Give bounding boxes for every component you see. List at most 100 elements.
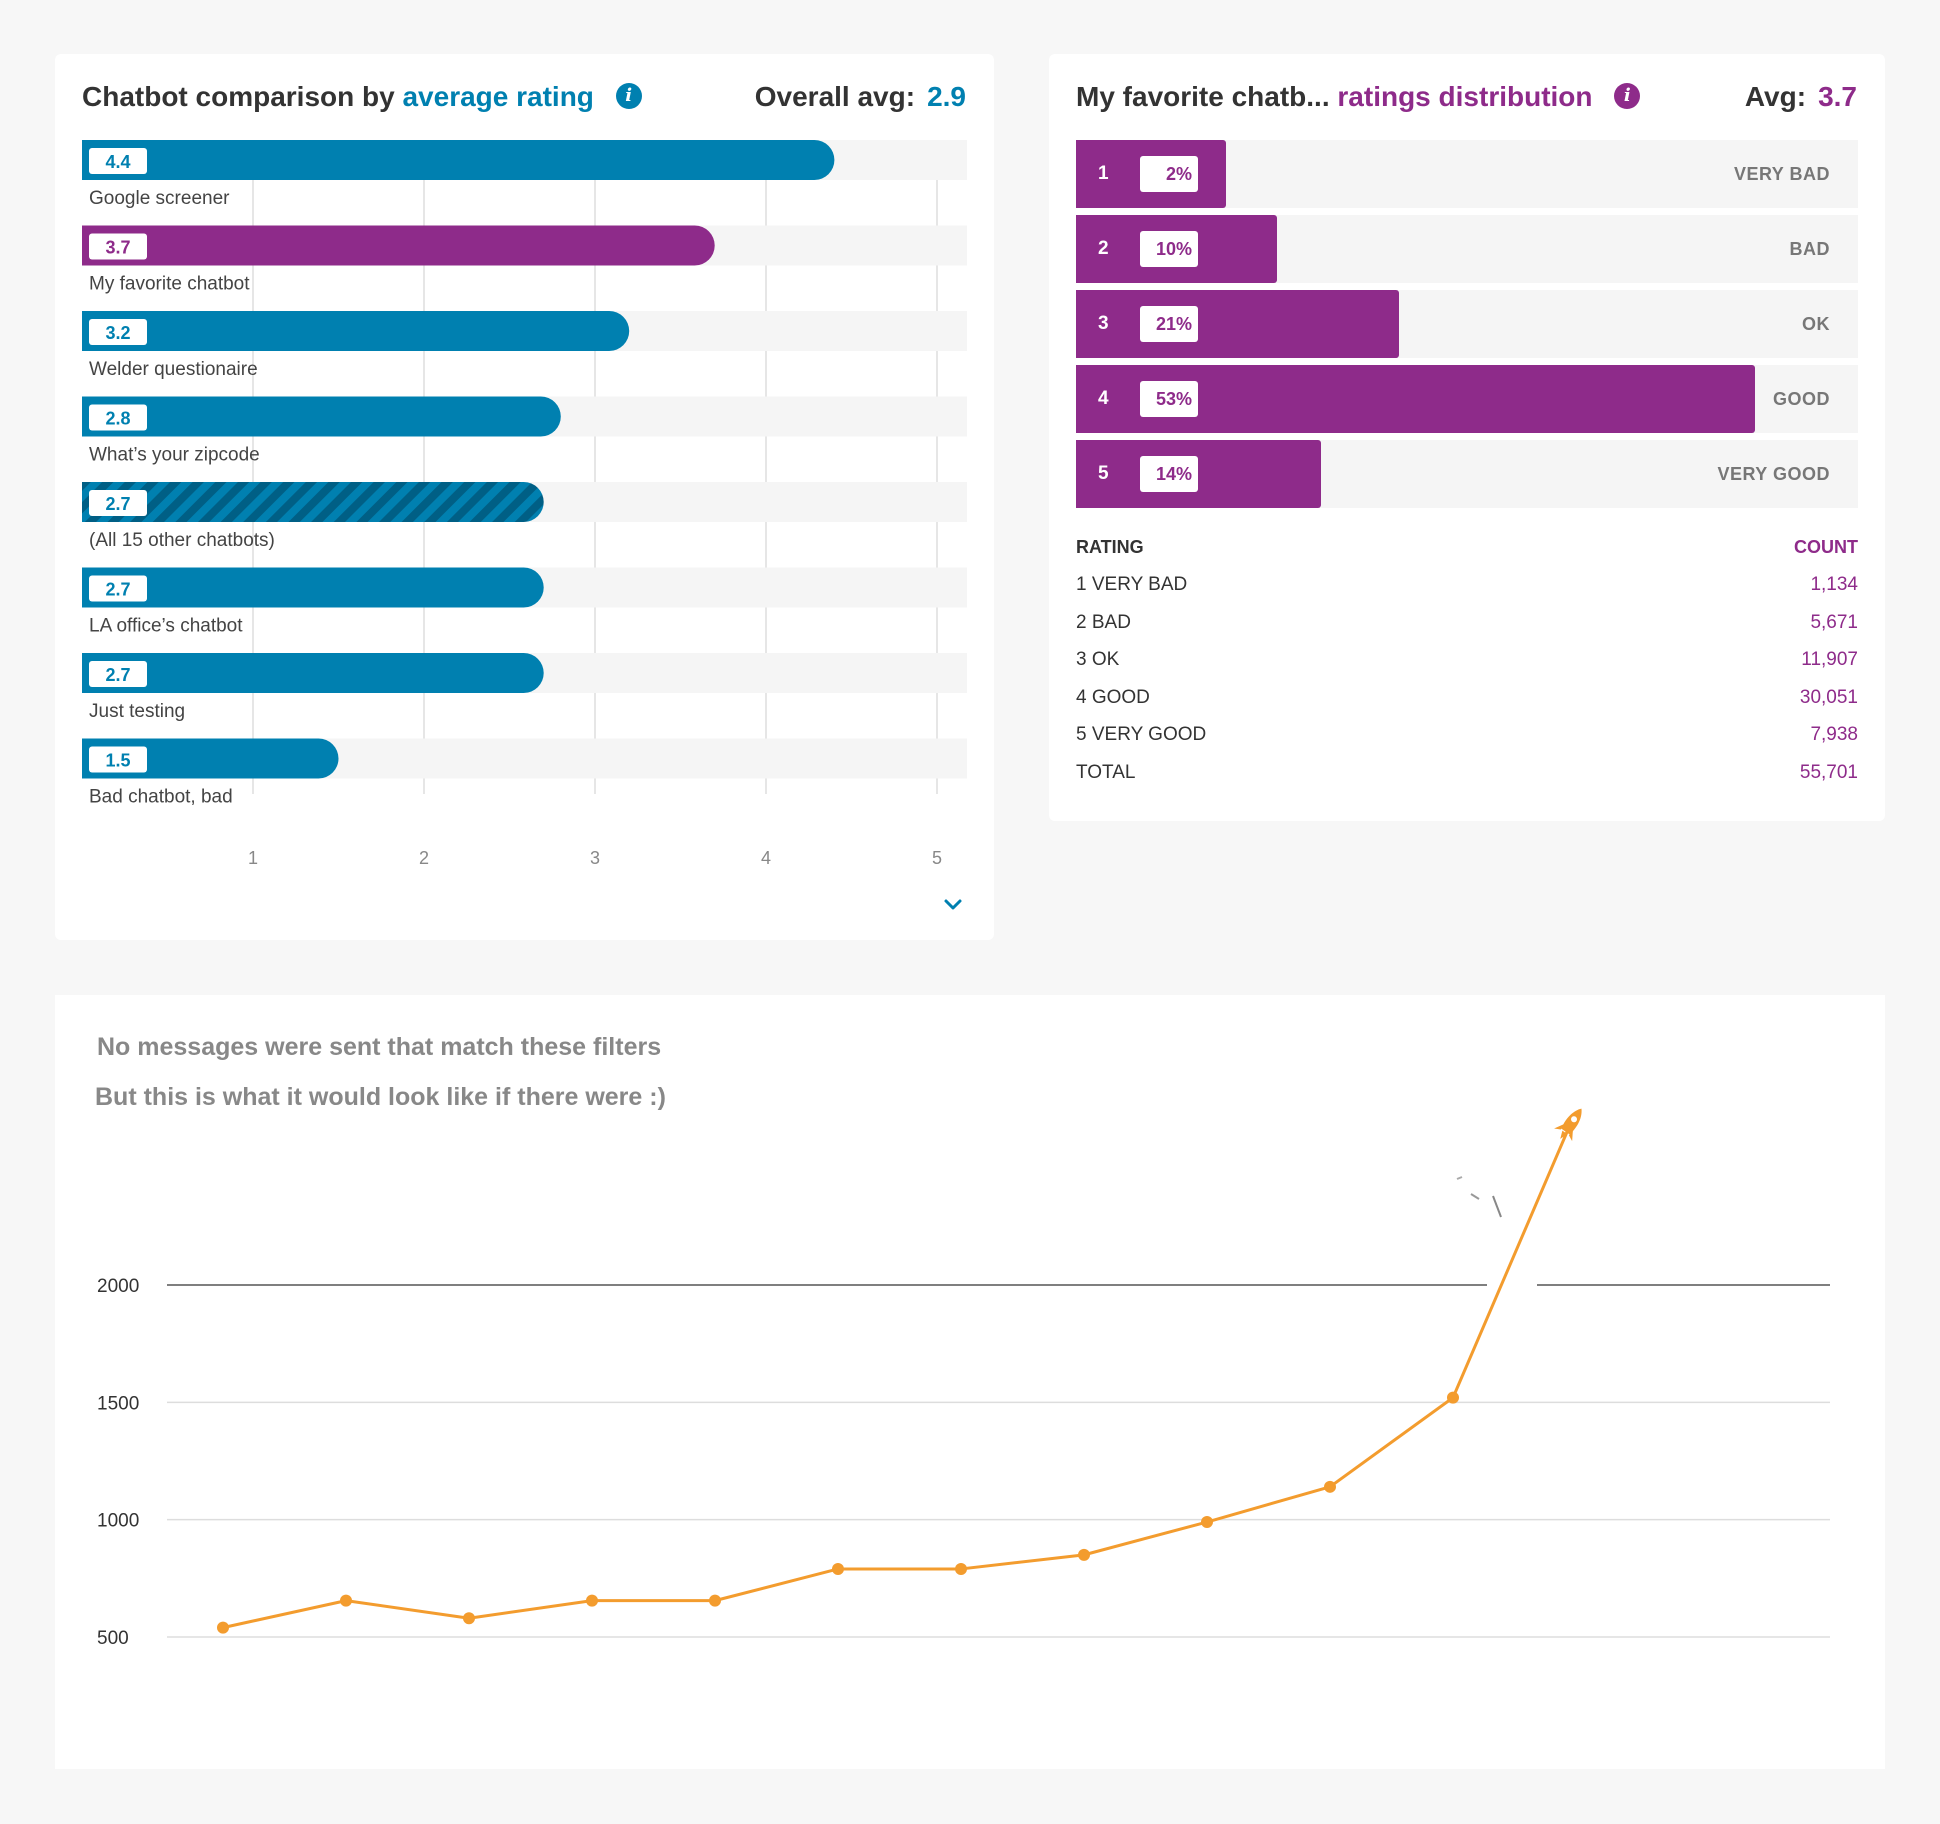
distribution-average: Avg: 3.7 bbox=[1745, 81, 1857, 113]
distribution-row: 1 2% VERY BAD bbox=[1076, 140, 1858, 208]
distribution-title: My favorite chatb... ratings distributio… bbox=[1076, 81, 1641, 113]
data-point[interactable] bbox=[1324, 1480, 1336, 1493]
table-cell-rating: 2 BAD bbox=[1076, 611, 1131, 633]
bar[interactable] bbox=[82, 567, 544, 608]
bar-value-label: 1.5 bbox=[105, 751, 130, 771]
comparison-title-prefix: Chatbot comparison by bbox=[82, 81, 395, 112]
bar-value-badge bbox=[89, 490, 147, 516]
table-cell-count: 11,907 bbox=[1801, 649, 1858, 670]
overall-avg-value: 2.9 bbox=[927, 81, 966, 112]
distribution-row: 5 14% VERY GOOD bbox=[1076, 440, 1858, 508]
bar-value-label: 2.8 bbox=[105, 409, 130, 429]
bar-category-label: Google screener bbox=[89, 188, 230, 209]
data-point[interactable] bbox=[709, 1594, 721, 1607]
bar-value-badge bbox=[89, 404, 147, 431]
distribution-percent: 21% bbox=[1140, 306, 1198, 342]
distribution-label: OK bbox=[1802, 314, 1830, 334]
comparison-title: Chatbot comparison by average rating i bbox=[82, 81, 642, 113]
distribution-row: 3 21% OK bbox=[1076, 290, 1858, 358]
chevron-down-icon[interactable] bbox=[940, 892, 966, 918]
distribution-bar[interactable] bbox=[1076, 440, 1322, 508]
break-mark bbox=[1456, 1176, 1463, 1180]
data-point[interactable] bbox=[955, 1562, 967, 1575]
messages-card: No messages were sent that match these f… bbox=[55, 995, 1885, 1769]
bar-category-label: Just testing bbox=[89, 701, 185, 722]
bar-value-label: 2.7 bbox=[105, 494, 130, 514]
y-tick-label: 1000 bbox=[97, 1511, 139, 1532]
distribution-rating: 5 bbox=[1098, 463, 1109, 484]
data-point[interactable] bbox=[217, 1621, 229, 1634]
distribution-rating: 3 bbox=[1098, 313, 1109, 334]
overall-avg-label: Overall avg: bbox=[754, 81, 916, 112]
bar-category-label: Welder questionaire bbox=[89, 359, 258, 380]
y-tick-label: 2000 bbox=[97, 1276, 139, 1297]
distribution-label: VERY GOOD bbox=[1717, 464, 1830, 484]
distribution-title-prefix: My favorite chatb... bbox=[1076, 81, 1330, 112]
bar-value-badge bbox=[89, 148, 147, 174]
table-row: 5 VERY GOOD 7,938 bbox=[1076, 724, 1858, 754]
table-row: 2 BAD 5,671 bbox=[1076, 612, 1858, 642]
bar-category-label: What’s your zipcode bbox=[89, 445, 260, 466]
bar-value-badge bbox=[89, 233, 147, 260]
distribution-label: BAD bbox=[1789, 239, 1830, 259]
bar[interactable] bbox=[82, 653, 544, 693]
bar-category-label: LA office’s chatbot bbox=[89, 616, 243, 637]
distribution-percent: 53% bbox=[1140, 381, 1198, 417]
bar-value-label: 2.7 bbox=[105, 665, 130, 685]
table-header-rating: RATING bbox=[1076, 537, 1144, 557]
table-cell-rating: 5 VERY GOOD bbox=[1076, 724, 1207, 745]
x-tick-label: 5 bbox=[932, 848, 942, 868]
distribution-percent: 10% bbox=[1140, 231, 1198, 267]
table-cell-rating: 1 VERY BAD bbox=[1076, 574, 1188, 595]
bar-value-badge bbox=[89, 661, 147, 687]
bar[interactable] bbox=[82, 396, 561, 437]
bar-category-label: Bad chatbot, bad bbox=[89, 787, 233, 808]
break-mark bbox=[1492, 1195, 1502, 1218]
x-tick-label: 4 bbox=[761, 848, 771, 868]
break-mark bbox=[1470, 1193, 1480, 1200]
bar[interactable] bbox=[82, 311, 630, 351]
bar[interactable] bbox=[82, 140, 835, 180]
ratings-distribution-card: My favorite chatb... ratings distributio… bbox=[1049, 54, 1885, 821]
distribution-rating: 1 bbox=[1098, 163, 1109, 184]
comparison-bar-chart: 1 2 3 4 5 4.4 Google screener 3.7 My favorite ch… bbox=[82, 140, 967, 868]
data-point[interactable] bbox=[340, 1594, 352, 1607]
bar-value-badge bbox=[89, 319, 147, 345]
distribution-bar[interactable] bbox=[1076, 290, 1400, 358]
bar[interactable] bbox=[82, 225, 715, 266]
distribution-avg-value: 3.7 bbox=[1818, 81, 1857, 112]
data-point[interactable] bbox=[586, 1594, 598, 1607]
bar-value-badge bbox=[89, 746, 147, 773]
comparison-title-accent: average rating bbox=[402, 81, 594, 112]
distribution-percent: 2% bbox=[1140, 156, 1198, 192]
distribution-row: 4 53% GOOD bbox=[1076, 365, 1858, 433]
series-line bbox=[222, 1124, 1572, 1630]
distribution-rating: 4 bbox=[1098, 388, 1109, 409]
info-icon[interactable]: i bbox=[615, 82, 642, 109]
rocket-icon bbox=[1554, 1108, 1582, 1142]
x-tick-label: 3 bbox=[590, 848, 600, 868]
bar-value-label: 3.2 bbox=[105, 323, 130, 343]
y-tick-label: 500 bbox=[97, 1628, 129, 1649]
bar[interactable] bbox=[82, 482, 544, 522]
bar-value-badge bbox=[89, 575, 147, 602]
empty-message-line2: But this is what it would look like if t… bbox=[95, 1083, 666, 1111]
table-cell-count: 7,938 bbox=[1810, 724, 1858, 745]
distribution-label: GOOD bbox=[1772, 389, 1830, 409]
data-point[interactable] bbox=[1078, 1548, 1090, 1561]
y-tick-label: 1500 bbox=[97, 1393, 139, 1414]
data-point[interactable] bbox=[1201, 1516, 1213, 1529]
empty-message-line1: No messages were sent that match these f… bbox=[97, 1033, 662, 1061]
bar-value-label: 2.7 bbox=[105, 580, 130, 600]
table-cell-count: 1,134 bbox=[1810, 574, 1858, 595]
data-point[interactable] bbox=[1447, 1391, 1459, 1404]
bar-value-label: 3.7 bbox=[105, 238, 130, 258]
table-cell-rating: TOTAL bbox=[1076, 761, 1136, 783]
messages-line-chart: 500 1000 1500 2000 bbox=[97, 1108, 1830, 1649]
table-row: 4 GOOD 30,051 bbox=[1076, 687, 1858, 717]
distribution-percent: 14% bbox=[1140, 456, 1198, 492]
data-point[interactable] bbox=[463, 1612, 475, 1625]
info-icon[interactable]: i bbox=[1614, 82, 1641, 109]
data-point[interactable] bbox=[832, 1562, 844, 1575]
table-cell-count: 30,051 bbox=[1799, 686, 1858, 708]
